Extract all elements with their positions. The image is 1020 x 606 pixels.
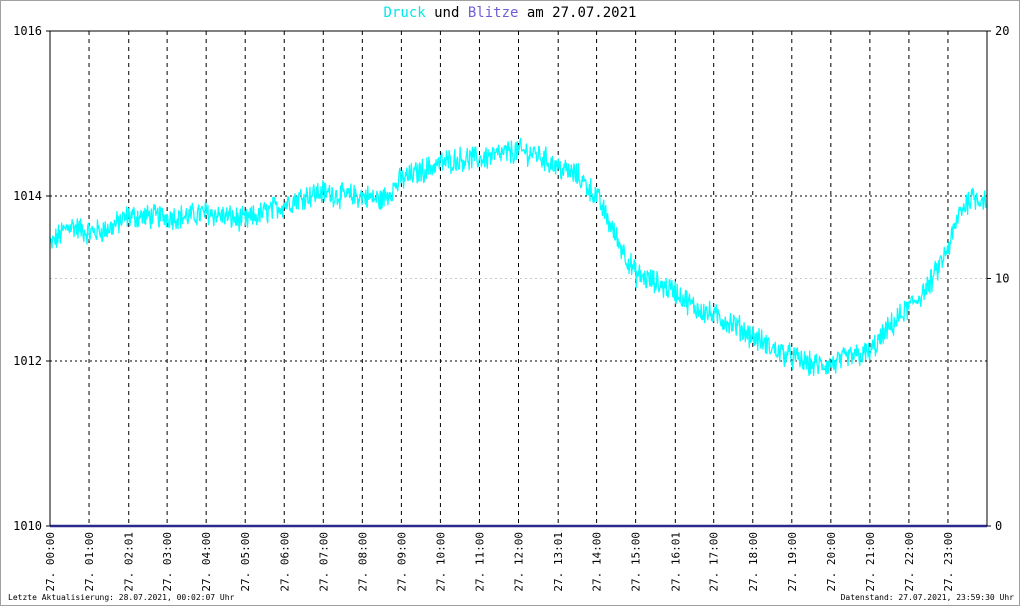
footer-last-update: Letzte Aktualisierung: 28.07.2021, 00:02… [8, 593, 235, 602]
x-tick-label: 27. 17:00 [708, 532, 721, 592]
axes-layer [46, 30, 991, 527]
grid-lines [50, 30, 987, 526]
x-tick-label: 27. 11:00 [474, 532, 487, 592]
y-left-tick-label: 1012 [13, 354, 42, 368]
y-left-tick-label: 1010 [13, 519, 42, 533]
x-tick-label: 27. 10:00 [434, 532, 447, 592]
series-druck-line [49, 137, 987, 377]
x-tick-label: 27. 20:00 [825, 532, 838, 592]
title-date: am 27.07.2021 [518, 5, 637, 21]
x-tick-label: 27. 16:01 [669, 532, 682, 592]
x-tick-label: 27. 23:00 [942, 532, 955, 592]
x-tick-label: 27. 13:01 [552, 532, 565, 592]
chart-title: Druck und Blitze am 27.07.2021 [0, 5, 1020, 21]
x-tick-label: 27. 02:01 [123, 532, 136, 592]
x-tick-label: 27. 01:00 [83, 532, 96, 592]
x-tick-label: 27. 18:00 [747, 532, 760, 592]
title-blitze: Blitze [467, 5, 519, 21]
x-tick-label: 27. 09:00 [395, 532, 408, 592]
x-tick-label: 27. 22:00 [903, 532, 916, 592]
y-right-tick-label: 20 [995, 24, 1009, 38]
y-left-tick-label: 1014 [13, 189, 42, 203]
x-tick-label: 27. 00:00 [44, 532, 57, 592]
x-tick-label: 27. 07:00 [317, 532, 330, 592]
tick-labels: 1010 1012 1014 1016 0 10 20 27. 00:00 27. 01:00 2… [13, 24, 1009, 592]
title-druck: Druck [383, 5, 426, 21]
x-tick-label: 27. 14:00 [591, 532, 604, 592]
x-tick-label: 27. 05:00 [239, 532, 252, 592]
footer-data-status: Datenstand: 27.07.2021, 23:59:30 Uhr [840, 593, 1014, 602]
y-left-tick-label: 1016 [13, 24, 42, 38]
series-layer [49, 137, 987, 528]
x-tick-label: 27. 03:00 [161, 532, 174, 592]
x-tick-label: 27. 12:00 [513, 532, 526, 592]
x-tick-label: 27. 15:00 [630, 532, 643, 592]
x-tick-label: 27. 04:00 [200, 532, 213, 592]
x-tick-label: 27. 19:00 [786, 532, 799, 592]
x-tick-label: 27. 06:00 [278, 532, 291, 592]
title-und: und [425, 5, 468, 21]
x-tick-label: 27. 21:00 [864, 532, 877, 592]
x-tick-label: 27. 08:00 [356, 532, 369, 592]
y-right-tick-label: 0 [995, 519, 1002, 533]
y-right-tick-label: 10 [995, 272, 1009, 286]
